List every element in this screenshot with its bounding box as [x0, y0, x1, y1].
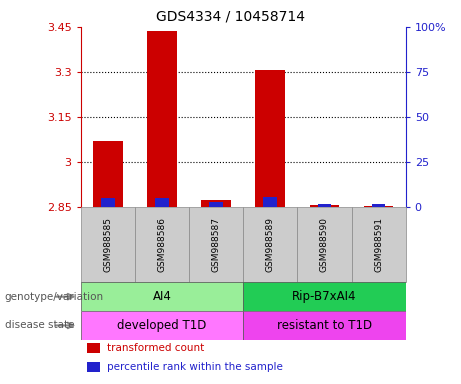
Bar — [93, 141, 123, 207]
Bar — [318, 204, 331, 207]
Text: developed T1D: developed T1D — [117, 319, 207, 332]
Bar — [201, 200, 231, 207]
Bar — [264, 197, 277, 207]
Text: disease state: disease state — [5, 320, 74, 331]
Bar — [372, 204, 385, 207]
Bar — [309, 205, 339, 207]
Text: GSM988587: GSM988587 — [212, 217, 221, 272]
Text: AI4: AI4 — [153, 290, 171, 303]
Text: GSM988590: GSM988590 — [320, 217, 329, 272]
Text: resistant to T1D: resistant to T1D — [277, 319, 372, 332]
Bar — [147, 31, 177, 207]
Text: GSM988591: GSM988591 — [374, 217, 383, 272]
Bar — [81, 207, 135, 282]
Bar — [87, 362, 100, 372]
Bar — [209, 202, 223, 207]
Text: genotype/variation: genotype/variation — [5, 291, 104, 302]
Text: Rip-B7xAI4: Rip-B7xAI4 — [292, 290, 357, 303]
Bar — [255, 71, 285, 207]
Text: GSM988586: GSM988586 — [157, 217, 166, 272]
Bar — [135, 207, 189, 282]
Text: GSM988585: GSM988585 — [103, 217, 112, 272]
Bar — [352, 207, 406, 282]
Bar — [81, 311, 243, 340]
Bar — [297, 207, 352, 282]
Text: percentile rank within the sample: percentile rank within the sample — [106, 362, 283, 372]
Bar — [81, 282, 243, 311]
Bar — [243, 207, 297, 282]
Bar — [243, 282, 406, 311]
Bar — [189, 207, 243, 282]
Bar — [243, 311, 406, 340]
Bar — [364, 206, 394, 207]
Text: GDS4334 / 10458714: GDS4334 / 10458714 — [156, 9, 305, 23]
Bar — [101, 199, 114, 207]
Bar — [155, 199, 169, 207]
Text: transformed count: transformed count — [106, 343, 204, 353]
Bar — [87, 343, 100, 353]
Text: GSM988589: GSM988589 — [266, 217, 275, 272]
